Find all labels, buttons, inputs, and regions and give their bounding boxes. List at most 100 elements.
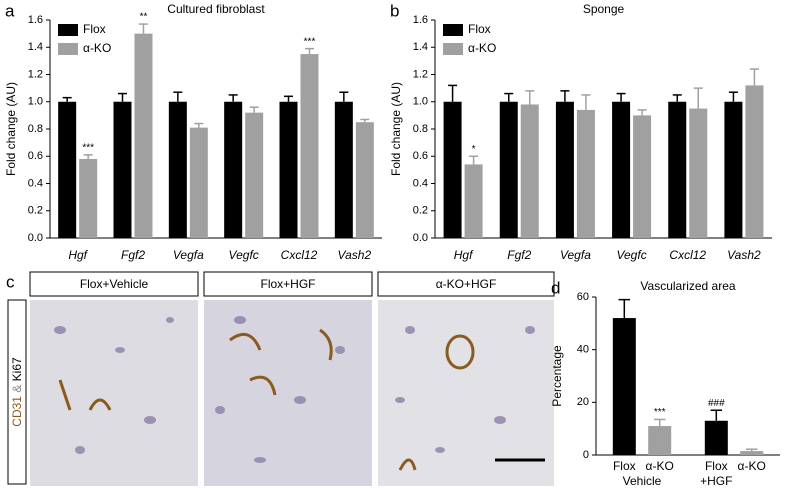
stain-ki67: Ki67 [10, 357, 24, 381]
error-bar [693, 87, 703, 109]
error-bar [749, 68, 759, 86]
legend-swatch [58, 24, 78, 36]
legend-label: α-KO [83, 41, 111, 55]
bar [300, 54, 319, 238]
panel-c: c Flox+Vehicle Flox+HGF α-KO+HGF CD31 & … [6, 271, 555, 486]
bar [745, 85, 764, 239]
x-tick-label: Fgf2 [507, 248, 531, 262]
x-tick-label: Vegfc [229, 248, 259, 262]
y-tick-label: 1.0 [413, 96, 428, 108]
y-tick-label: 0.2 [413, 205, 428, 217]
y-tick-label: 0.0 [413, 232, 428, 244]
legend-swatch [58, 43, 78, 55]
column-header-box [377, 271, 555, 297]
bar [740, 451, 764, 455]
significance: *** [304, 36, 316, 47]
y-tick-label: 1.2 [28, 68, 43, 80]
x-tick-label: α-KO [738, 459, 766, 473]
error-bar [618, 298, 631, 319]
x-tick-label: Vegfc [616, 248, 646, 262]
column-header: Flox+HGF [260, 277, 315, 291]
error-bar [672, 94, 682, 102]
error-bar [139, 23, 148, 34]
bar [464, 164, 483, 238]
bar [612, 318, 636, 455]
bar [689, 108, 708, 238]
y-tick-label: 0 [583, 449, 589, 461]
bar [79, 158, 98, 238]
bar [576, 109, 595, 238]
bar [648, 426, 672, 455]
bar [58, 101, 77, 238]
error-bar [637, 109, 647, 116]
error-bar [360, 118, 370, 123]
stain-cd31: CD31 [10, 396, 24, 427]
y-tick-label: 0.6 [413, 150, 428, 162]
panel-letter: b [390, 1, 399, 20]
y-tick-label: 0.2 [28, 205, 43, 217]
legend-label: Flox [83, 22, 106, 36]
error-bar [710, 409, 723, 421]
error-bar [62, 96, 72, 102]
panel-letter: c [6, 272, 15, 291]
y-tick-label: 40 [577, 344, 589, 356]
significance: ** [140, 12, 148, 23]
error-bar [653, 418, 666, 427]
bar [168, 101, 187, 238]
column-header: α-KO+HGF [436, 277, 497, 291]
bar [134, 33, 153, 238]
chart-title: Cultured fibroblast [167, 2, 265, 16]
x-tick-label: Vash2 [727, 248, 761, 262]
y-tick-label: 0.8 [413, 123, 428, 135]
group-label: Vehicle [623, 474, 662, 488]
significance: * [472, 144, 476, 155]
y-tick-label: 1.4 [413, 41, 428, 53]
x-tick-label: Hgf [454, 248, 474, 262]
stain-label: CD31 & Ki67 [10, 357, 24, 427]
y-tick-label: 0.4 [28, 177, 43, 189]
y-axis-label: Fold change (AU) [4, 82, 18, 176]
y-tick-label: 1.6 [413, 14, 428, 26]
bar [279, 101, 298, 238]
error-bar [83, 154, 93, 159]
bar [668, 101, 687, 238]
y-axis-label: Percentage [550, 345, 564, 407]
y-tick-label: 0.6 [28, 150, 43, 162]
error-bar [194, 122, 204, 128]
x-tick-label: Flox [613, 459, 636, 473]
y-tick-label: 1.6 [28, 14, 43, 26]
error-bar [118, 92, 127, 102]
error-bar [448, 84, 458, 102]
error-bar [525, 90, 535, 105]
y-tick-label: 0.4 [413, 177, 428, 189]
error-bar [249, 106, 259, 113]
group-label: +HGF [700, 474, 732, 488]
bar [555, 101, 574, 238]
legend-swatch [443, 43, 463, 55]
error-bar [469, 155, 479, 165]
significance: ### [708, 398, 725, 409]
error-bar [339, 91, 349, 102]
significance: *** [654, 407, 666, 418]
error-bar [173, 91, 183, 102]
bar [724, 101, 743, 238]
column-header-box [203, 271, 373, 297]
legend-label: Flox [468, 22, 491, 36]
y-tick-label: 60 [577, 291, 589, 303]
bar [704, 420, 728, 455]
bar [612, 101, 631, 238]
column-header-box [29, 271, 199, 297]
error-bar [228, 94, 238, 102]
x-tick-label: Flox [705, 459, 728, 473]
bar [334, 101, 353, 238]
error-bar [616, 92, 626, 102]
error-bar [728, 91, 738, 102]
error-bar [581, 94, 591, 110]
significance: *** [82, 143, 94, 154]
bar [245, 112, 264, 238]
y-tick-label: 1.2 [413, 68, 428, 80]
micrograph [204, 300, 372, 486]
x-tick-label: Vash2 [338, 248, 372, 262]
y-tick-label: 0.8 [28, 123, 43, 135]
